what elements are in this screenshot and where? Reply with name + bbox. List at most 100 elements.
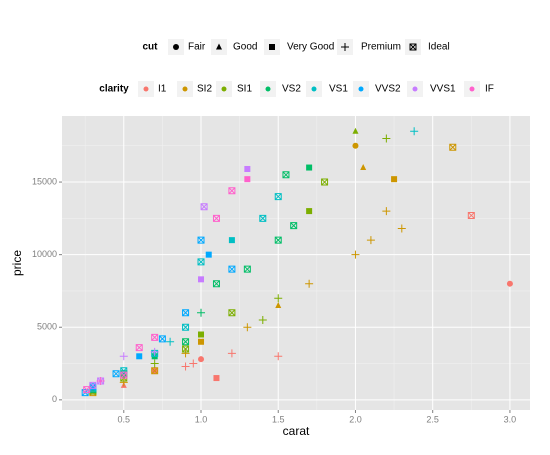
point <box>200 203 208 211</box>
point <box>158 335 166 343</box>
y-tick-label: 15000 <box>32 176 57 186</box>
point <box>274 193 282 201</box>
legend-symbol <box>469 86 475 92</box>
point <box>198 276 205 283</box>
legend-symbol <box>341 43 349 51</box>
legend-title: cut <box>143 42 159 53</box>
point <box>136 353 143 360</box>
point <box>112 370 120 378</box>
point <box>151 333 159 341</box>
point <box>228 187 236 195</box>
point <box>189 359 198 368</box>
point <box>182 338 190 346</box>
point <box>274 236 282 244</box>
point <box>382 134 391 143</box>
point <box>305 279 314 288</box>
legend-symbol <box>412 86 418 92</box>
panel <box>62 116 530 410</box>
point <box>352 142 359 149</box>
point <box>228 265 236 273</box>
point <box>258 315 267 324</box>
point <box>290 222 298 230</box>
point <box>212 280 220 288</box>
legend-label: Ideal <box>428 42 450 53</box>
x-tick-label: 0.5 <box>118 414 131 424</box>
point <box>282 171 290 179</box>
point <box>243 323 252 332</box>
point <box>321 178 329 186</box>
legend-label: Good <box>233 42 257 53</box>
point <box>181 362 190 371</box>
x-tick-label: 2.0 <box>349 414 362 424</box>
x-tick-label: 2.5 <box>426 414 439 424</box>
point <box>151 367 159 375</box>
point <box>83 386 91 394</box>
point <box>228 309 236 317</box>
point <box>120 371 128 379</box>
point <box>306 208 313 215</box>
point <box>182 323 190 331</box>
legend-label: VVS2 <box>375 84 401 95</box>
point <box>366 236 375 245</box>
y-axis-label: price <box>10 250 24 276</box>
legend-label: SI2 <box>197 84 212 95</box>
point <box>244 165 251 172</box>
legend-symbol <box>182 86 188 92</box>
point <box>197 308 206 317</box>
y-tick-label: 10000 <box>32 249 57 259</box>
point <box>506 280 513 287</box>
legend-label: VS1 <box>329 84 348 95</box>
x-tick-label: 1.5 <box>272 414 285 424</box>
legend-symbol <box>311 86 317 92</box>
legend-label: VS2 <box>282 84 301 95</box>
points <box>81 127 513 397</box>
legend-label: SI1 <box>237 84 252 95</box>
point <box>360 164 367 171</box>
point <box>182 345 190 353</box>
point <box>198 356 205 363</box>
point <box>274 352 283 361</box>
point <box>228 237 235 244</box>
legend-symbol <box>409 43 417 51</box>
point <box>391 176 398 183</box>
point <box>352 127 359 134</box>
point <box>150 359 159 368</box>
legend-symbol <box>265 86 271 92</box>
point <box>212 214 220 222</box>
legend-label: I1 <box>158 84 167 95</box>
point <box>397 224 406 233</box>
point <box>96 376 105 385</box>
point <box>449 143 457 151</box>
point <box>198 338 205 345</box>
y-tick-label: 0 <box>52 394 57 404</box>
x-axis-label: carat <box>283 424 310 438</box>
x-tick-label: 3.0 <box>504 414 517 424</box>
point <box>119 352 128 361</box>
point <box>274 294 283 303</box>
point <box>227 349 236 358</box>
point <box>244 176 251 183</box>
legend-symbol <box>173 44 179 50</box>
point <box>382 207 391 216</box>
legend-label: Very Good <box>287 42 334 53</box>
y-tick-label: 5000 <box>37 322 57 332</box>
point <box>166 337 175 346</box>
point <box>259 214 267 222</box>
legend-label: IF <box>485 84 494 95</box>
point <box>351 250 360 259</box>
legend-symbol <box>358 86 364 92</box>
point <box>197 236 205 244</box>
legend-symbol <box>143 86 149 92</box>
legend-label: Premium <box>361 42 401 53</box>
point <box>306 164 313 171</box>
point <box>119 378 128 387</box>
point <box>181 349 190 358</box>
point <box>205 251 212 258</box>
point <box>467 211 475 219</box>
legend-symbol <box>269 44 275 50</box>
legend-label: Fair <box>188 42 206 53</box>
legend-title: clarity <box>99 84 129 95</box>
legend-symbol <box>216 43 222 50</box>
point <box>410 127 419 136</box>
